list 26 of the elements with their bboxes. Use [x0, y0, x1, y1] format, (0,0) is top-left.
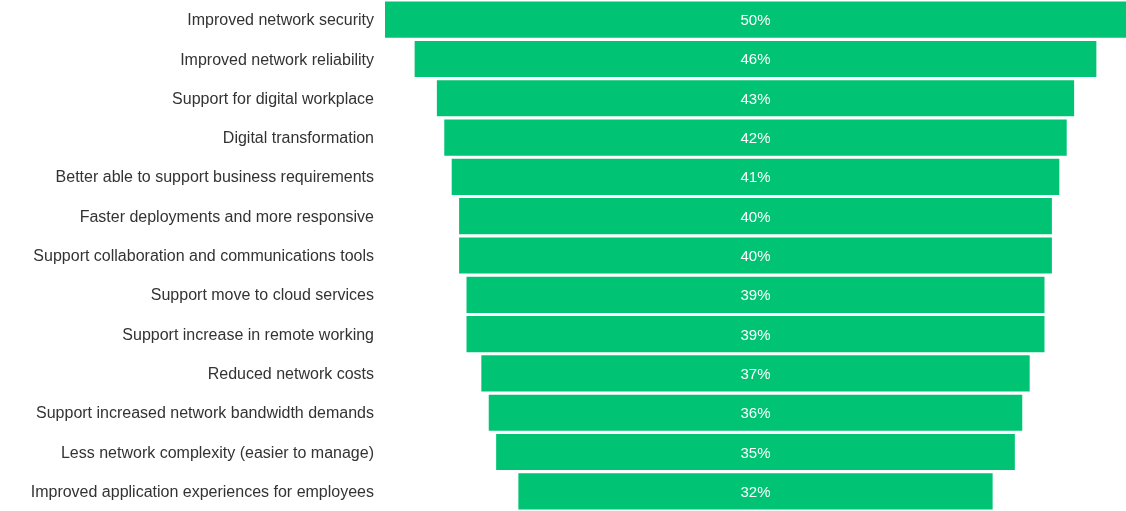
category-label: Digital transformation	[222, 129, 374, 147]
category-label: Support for digital workplace	[172, 89, 375, 107]
category-label: Support increase in remote working	[122, 325, 374, 343]
data-label: 32%	[740, 482, 771, 500]
category-label: Improved network reliability	[180, 50, 374, 68]
data-label: 42%	[740, 129, 771, 147]
data-label: 37%	[740, 364, 771, 382]
data-label: 41%	[740, 168, 771, 186]
data-label: 35%	[740, 443, 771, 461]
data-label: 43%	[740, 89, 771, 107]
category-label: Better able to support business requirements	[55, 168, 374, 186]
category-label: Faster deployments and more responsive	[79, 207, 375, 225]
data-label: 40%	[740, 207, 771, 225]
data-label: 36%	[740, 404, 771, 422]
data-label: 39%	[740, 325, 771, 343]
data-label: 46%	[740, 50, 771, 68]
category-label: Reduced network costs	[207, 365, 374, 383]
category-label: Less network complexity (easier to manage)	[60, 443, 374, 461]
category-label: Improved application experiences for employees	[30, 482, 374, 500]
category-label: Support collaboration and communications tools	[33, 247, 374, 265]
data-label: 39%	[740, 286, 771, 304]
data-label: 50%	[740, 11, 771, 29]
category-label: Support move to cloud services	[150, 286, 374, 304]
category-label: Improved network security	[187, 11, 374, 29]
data-label: 40%	[740, 247, 771, 264]
category-label: Support increased network bandwidth demands	[36, 404, 374, 422]
